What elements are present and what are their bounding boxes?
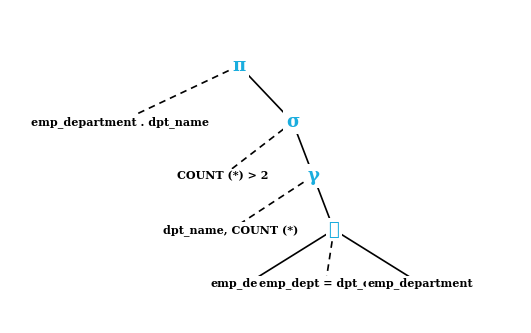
Text: emp_dept = dpt_code: emp_dept = dpt_code xyxy=(259,278,392,289)
Text: COUNT (*) > 2: COUNT (*) > 2 xyxy=(177,170,269,181)
Text: dpt_name, COUNT (*): dpt_name, COUNT (*) xyxy=(164,224,298,236)
Text: γ: γ xyxy=(307,167,319,185)
Text: π: π xyxy=(233,57,246,75)
Text: emp_department . dpt_name: emp_department . dpt_name xyxy=(31,116,209,128)
Text: σ: σ xyxy=(286,113,299,131)
Text: ⋈: ⋈ xyxy=(329,221,339,239)
Text: emp_details: emp_details xyxy=(210,278,285,289)
Text: emp_department: emp_department xyxy=(367,278,473,289)
